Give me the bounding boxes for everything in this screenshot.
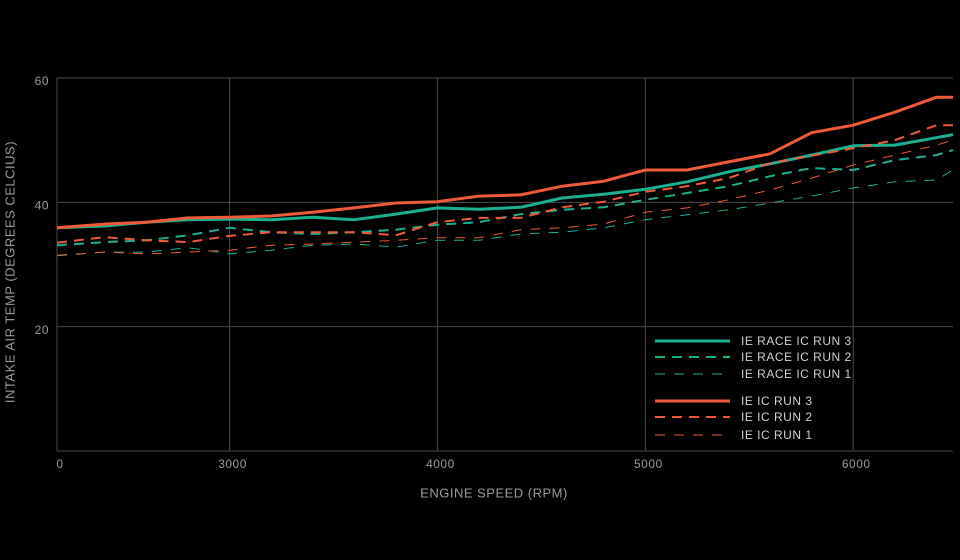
x-tick-label: 4000 [426,457,455,471]
data-line [56,139,954,256]
legend-label: IE RACE IC RUN 2 [741,350,852,364]
data-line [56,95,953,230]
x-tick-label: 0 [56,457,63,471]
legend-label: IE RACE IC RUN 1 [741,367,852,381]
y-tick-label: 20 [35,323,49,337]
x-tick-label: 6000 [842,457,871,471]
data-line [56,124,953,244]
legend-label: IE IC RUN 2 [741,410,813,424]
y-tick-label: 60 [35,74,49,88]
data-line [56,169,954,257]
legend-label: IE RACE IC RUN 3 [741,334,852,348]
y-axis-label: INTAKE AIR TEMP (DEGREES CELCIUS) [2,141,17,403]
x-tick-label: 3000 [218,457,247,471]
legend-label: IE IC RUN 3 [741,394,813,408]
data-line [56,149,954,247]
legend-label: IE IC RUN 1 [741,428,813,442]
data-line [56,133,954,230]
x-axis-label: ENGINE SPEED (RPM) [420,485,568,500]
x-tick-label: 5000 [634,457,663,471]
y-tick-label: 40 [35,199,49,213]
